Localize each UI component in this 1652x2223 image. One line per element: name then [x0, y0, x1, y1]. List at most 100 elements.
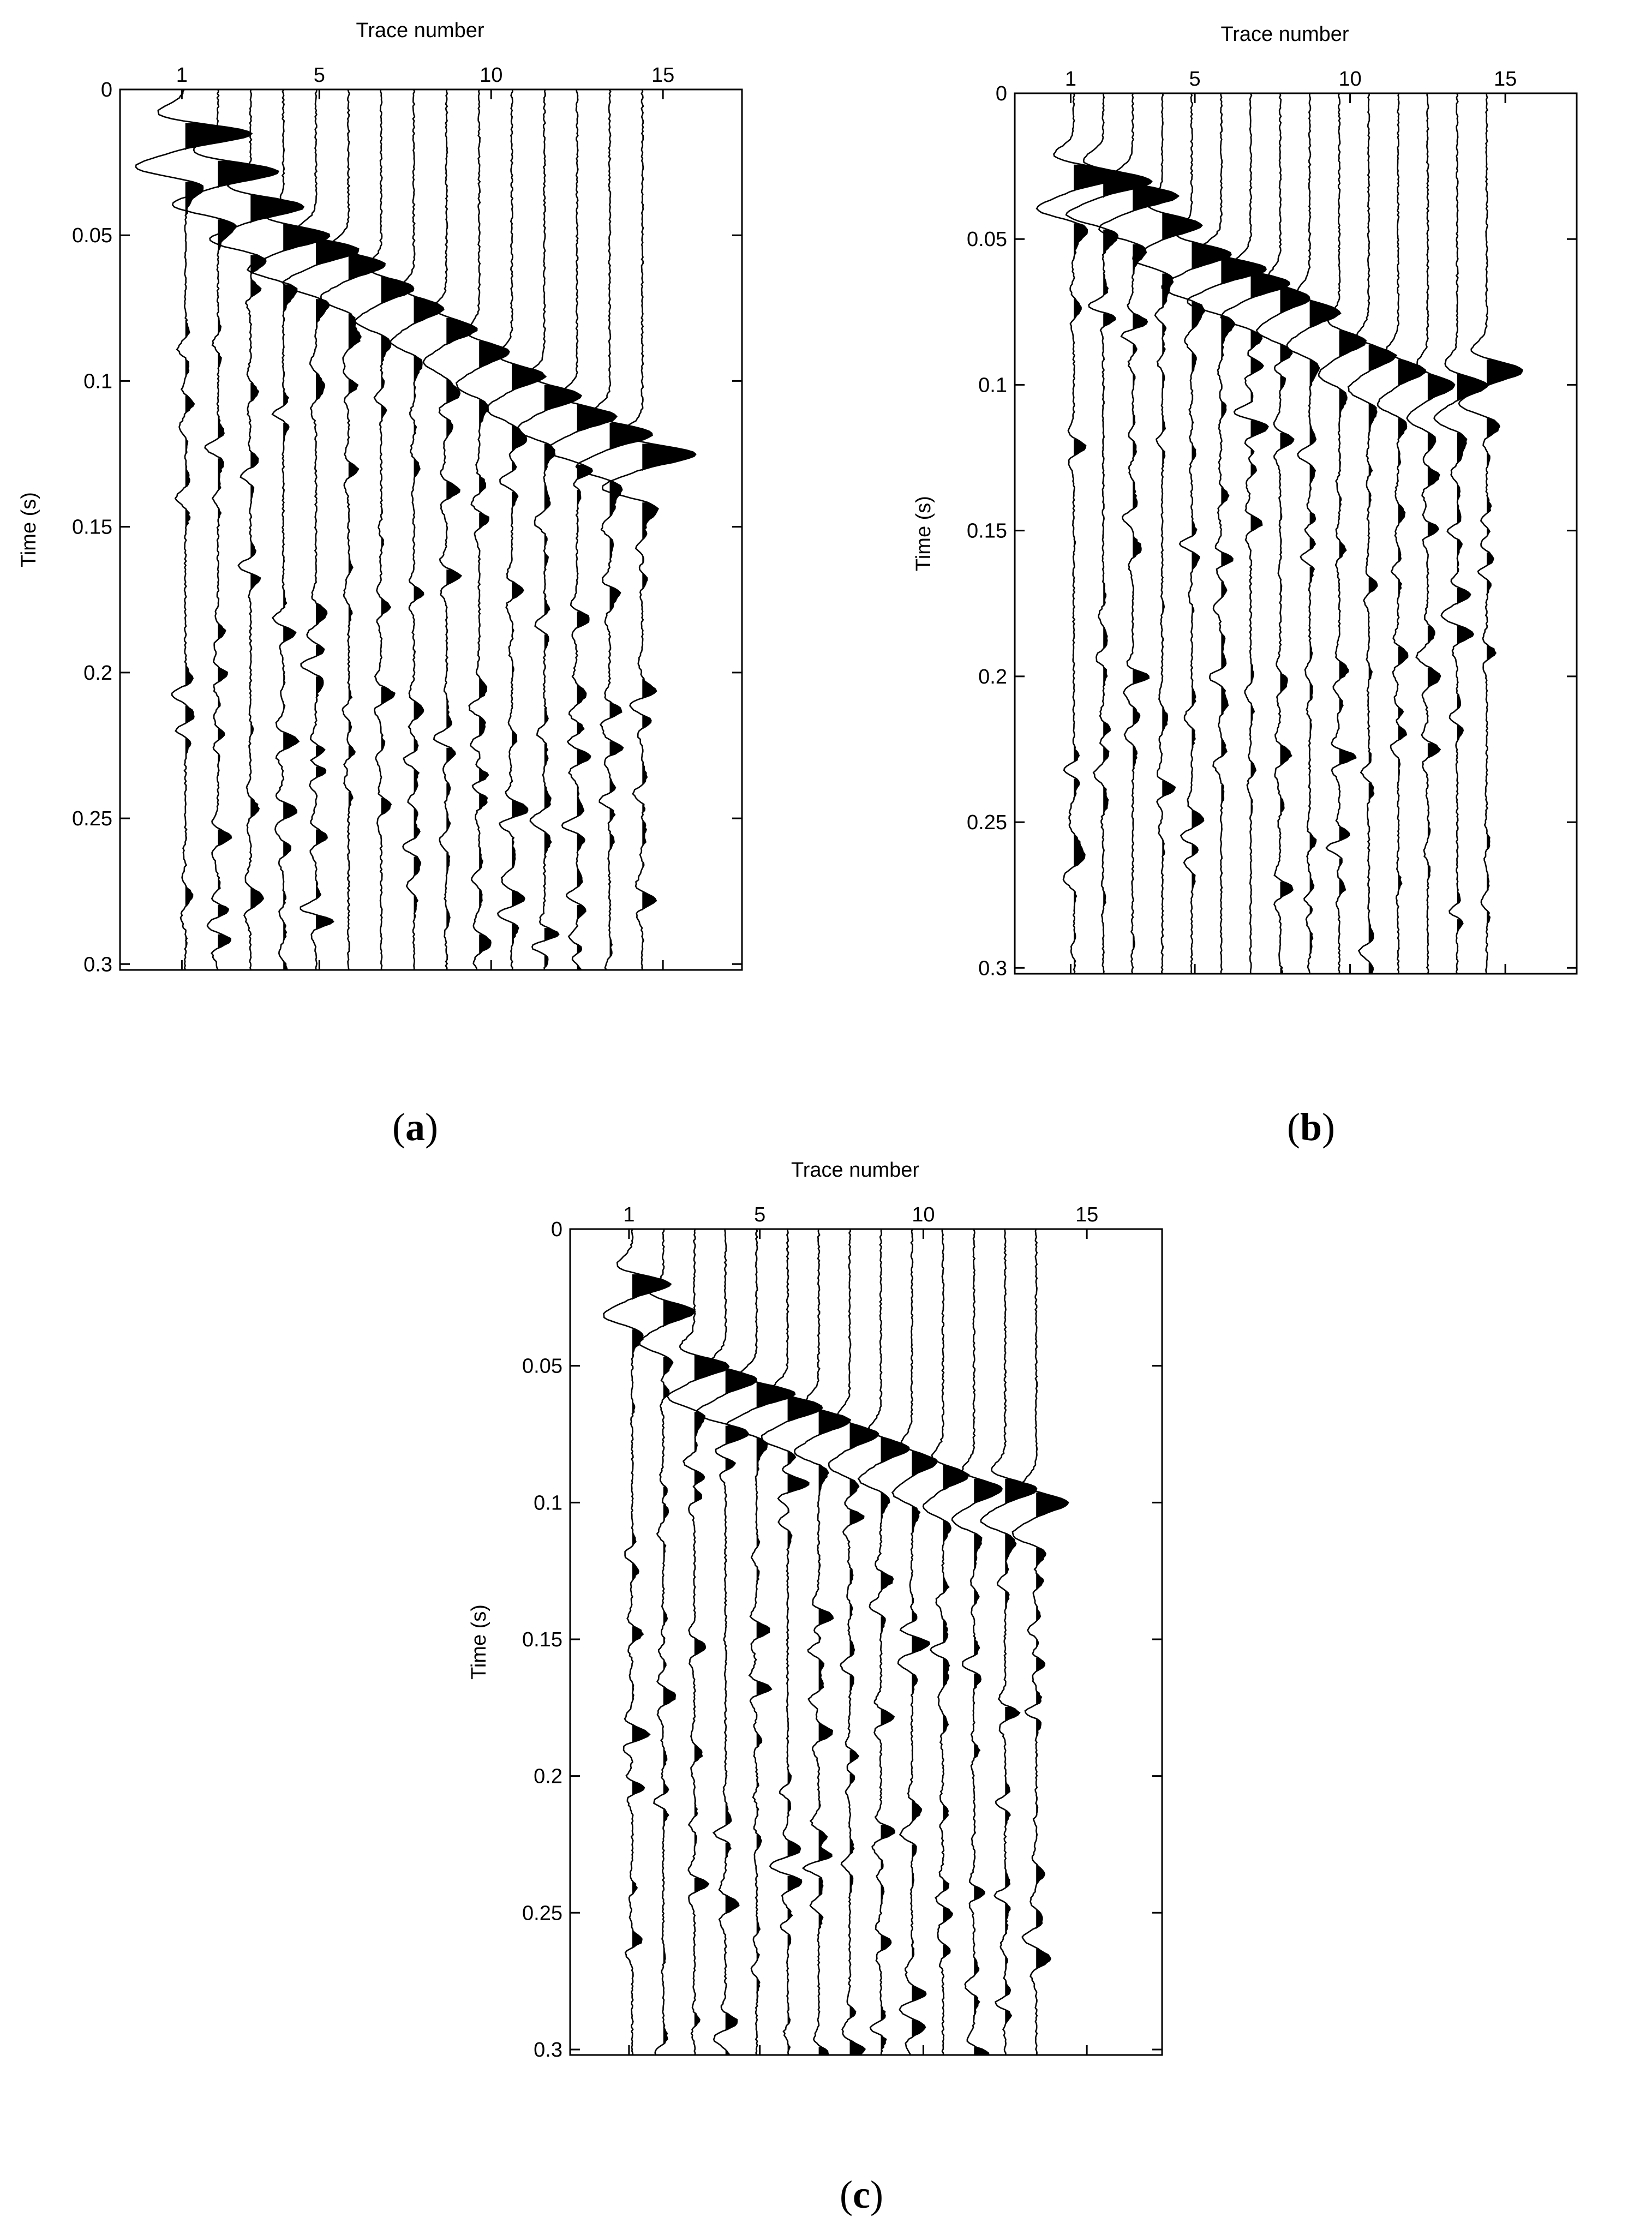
trace-1-fill: [1074, 95, 1122, 974]
trace-5: [1161, 93, 1232, 974]
trace-3: [1098, 93, 1180, 974]
trace-15-fill: [1487, 97, 1523, 968]
trace-3: [666, 1229, 730, 2056]
trace-9: [1286, 93, 1342, 974]
y-tick-label: 0.2: [978, 666, 1007, 688]
x-tick-label: 10: [912, 1203, 935, 1226]
trace-6: [761, 1229, 823, 2056]
caption-b: (b): [1287, 1105, 1335, 1149]
trace-9: [857, 1229, 910, 2056]
trace-13-fill: [577, 93, 617, 970]
x-tick-label: 15: [1494, 68, 1517, 91]
trace-14-fill: [1457, 95, 1488, 963]
trace-5-fill: [756, 1231, 795, 2055]
trace-7-fill: [818, 1229, 851, 2055]
trace-12: [951, 1229, 1003, 2056]
x-axis-label: Trace number: [1220, 23, 1349, 46]
trace-4: [1132, 93, 1203, 974]
trace-4: [695, 1229, 757, 2056]
caption-a: (a): [392, 1105, 438, 1149]
x-tick-label: 5: [314, 64, 325, 87]
trace-8: [828, 1229, 879, 2056]
trace-8: [1255, 93, 1310, 974]
trace-15-fill: [642, 91, 696, 970]
x-tick-label: 15: [1075, 1203, 1098, 1226]
y-tick-label: 0.15: [72, 516, 112, 539]
trace-11: [484, 89, 547, 970]
trace-12: [516, 89, 582, 970]
y-tick-label: 0.3: [83, 953, 112, 976]
y-tick-label: 0.25: [967, 811, 1007, 834]
trace-2: [171, 89, 280, 970]
trace-11: [1347, 93, 1398, 974]
y-tick-label: 0.15: [522, 1628, 562, 1651]
trace-12: [1376, 93, 1427, 974]
trace-7: [793, 1229, 852, 2056]
trace-15: [1458, 93, 1523, 974]
trace-14: [1011, 1229, 1069, 2056]
trace-15: [601, 89, 697, 970]
trace-13-fill: [1427, 104, 1455, 974]
trace-9-fill: [881, 1229, 909, 2055]
x-tick-label: 5: [1189, 68, 1200, 91]
trace-9-fill: [446, 89, 477, 970]
trace-8-fill: [849, 1229, 878, 2055]
trace-10-fill: [479, 89, 510, 956]
trace-1: [1036, 93, 1123, 974]
trace-4: [246, 89, 331, 970]
trace-14-fill: [1036, 1237, 1069, 2055]
y-axis-label: Time (s): [912, 496, 935, 571]
trace-13-fill: [1005, 1233, 1037, 2055]
trace-13: [546, 89, 618, 970]
trace-11-fill: [1368, 93, 1397, 974]
y-axis-label: Time (s): [468, 1604, 490, 1680]
trace-10: [891, 1229, 938, 2056]
trace-10: [1318, 93, 1367, 974]
trace-13: [980, 1229, 1038, 2056]
trace-6-fill: [787, 1231, 822, 2055]
y-tick-label: 0.1: [83, 370, 112, 393]
trace-6-fill: [1221, 97, 1266, 974]
y-tick-label: 0: [101, 79, 112, 101]
trace-6-fill: [348, 93, 385, 970]
trace-2-fill: [218, 89, 279, 970]
trace-8: [390, 89, 445, 970]
y-tick-label: 0.1: [534, 1491, 562, 1514]
trace-2-fill: [1103, 93, 1152, 974]
trace-10-fill: [1339, 93, 1366, 974]
plot-frame: [569, 1228, 1163, 2056]
trace-7-fill: [381, 93, 414, 970]
x-axis-label: Trace number: [356, 19, 484, 42]
trace-1: [603, 1229, 672, 2056]
trace-9-fill: [1309, 93, 1340, 974]
trace-10-fill: [912, 1229, 937, 2040]
trace-11-fill: [943, 1235, 969, 2055]
trace-14: [1433, 93, 1489, 974]
trace-1: [135, 89, 253, 970]
trace-6: [1187, 93, 1267, 974]
trace-11: [922, 1229, 970, 2056]
y-tick-label: 0.25: [72, 807, 112, 830]
trace-9: [422, 89, 478, 970]
trace-2: [639, 1229, 696, 2056]
y-tick-label: 0.05: [522, 1355, 562, 1378]
y-tick-label: 0.2: [83, 662, 112, 685]
y-tick-label: 0.05: [967, 228, 1007, 251]
trace-7: [354, 89, 415, 970]
y-tick-label: 0.15: [967, 520, 1007, 543]
x-tick-label: 1: [623, 1203, 635, 1226]
y-tick-label: 0.3: [978, 957, 1007, 980]
x-tick-label: 15: [651, 64, 674, 87]
trace-12-fill: [1398, 93, 1426, 974]
y-tick-label: 0.05: [72, 224, 112, 247]
x-tick-label: 1: [176, 64, 188, 87]
y-tick-label: 0: [551, 1218, 562, 1241]
trace-5: [726, 1229, 796, 2056]
trace-8-fill: [1280, 95, 1310, 974]
x-tick-label: 10: [480, 64, 502, 87]
trace-5: [282, 89, 360, 970]
